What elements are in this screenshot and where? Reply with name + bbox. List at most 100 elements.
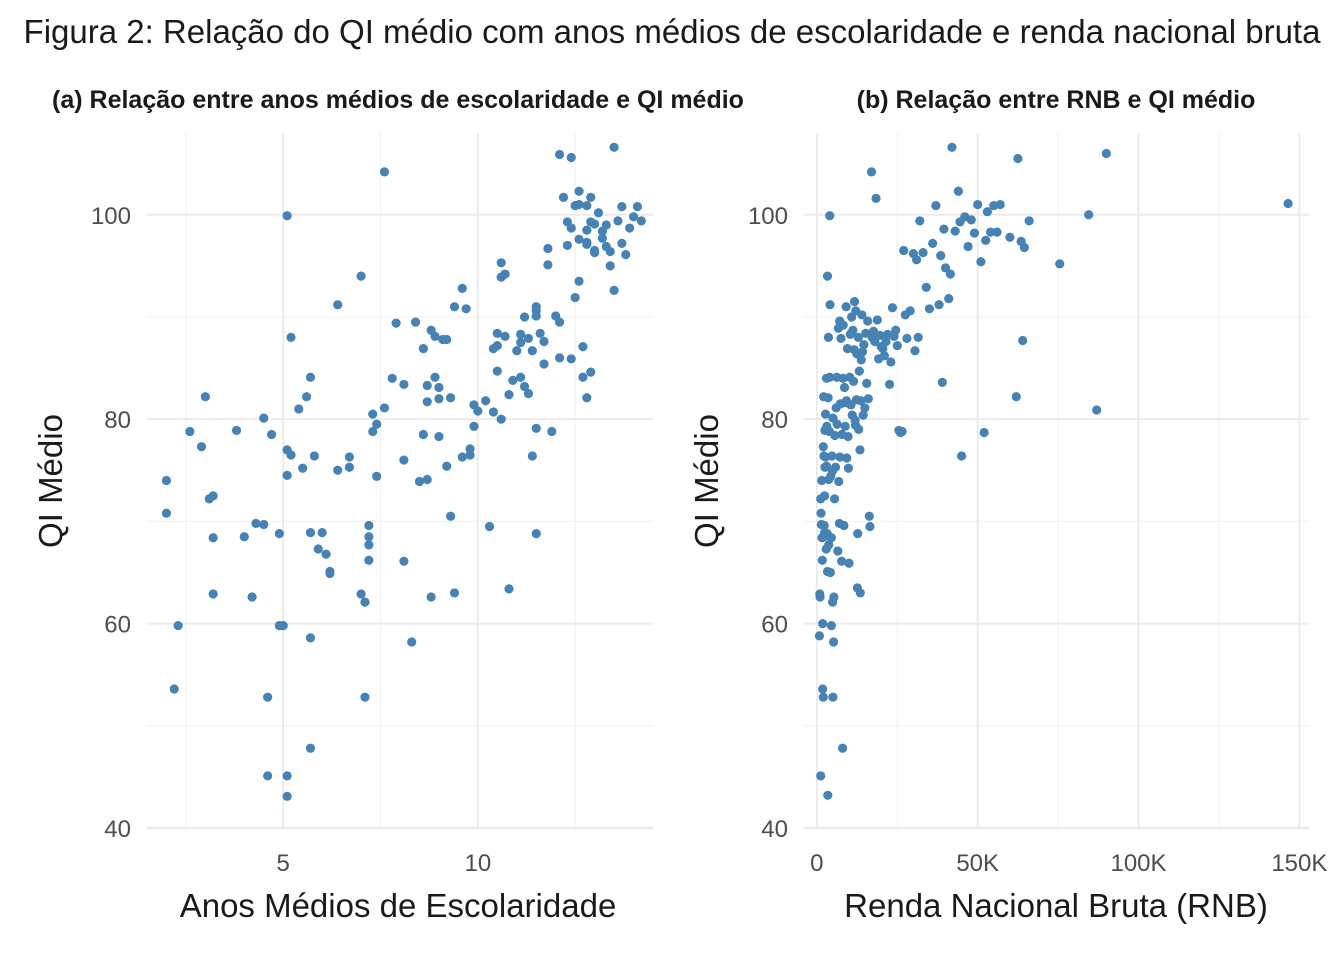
scatter-point	[500, 331, 510, 341]
scatter-point	[531, 423, 541, 433]
scatter-point	[442, 334, 452, 345]
scatter-point	[848, 325, 858, 335]
scatter-point	[887, 303, 898, 313]
scatter-point	[818, 618, 828, 629]
scatter-point	[422, 474, 432, 485]
scatter-point	[430, 372, 440, 382]
scatter-point	[905, 306, 915, 316]
panel-a-x-ticks: 5 10	[277, 850, 492, 877]
scatter-point	[837, 743, 848, 753]
scatter-point	[516, 337, 526, 348]
scatter-point	[554, 317, 565, 327]
panel-a-y-ticks: 40 60 80 100	[91, 203, 131, 843]
scatter-point	[278, 621, 288, 631]
scatter-point	[1011, 392, 1021, 402]
scatter-point	[531, 302, 541, 312]
scatter-point	[617, 238, 627, 248]
panel-b-title: (b) Relação entre RNB e QI médio	[857, 86, 1256, 114]
scatter-point	[1092, 405, 1102, 415]
scatter-point	[574, 276, 584, 286]
scatter-point	[953, 186, 963, 196]
scatter-point	[863, 316, 873, 326]
scatter-point	[469, 421, 479, 431]
scatter-point	[543, 260, 553, 270]
scatter-point	[418, 344, 428, 354]
scatter-point	[833, 546, 843, 556]
scatter-point	[414, 476, 425, 487]
scatter-point	[897, 426, 907, 437]
y-tick-label: 60	[761, 612, 788, 639]
scatter-point	[892, 340, 902, 351]
scatter-point	[865, 521, 875, 532]
x-tick-label: 0	[810, 850, 823, 877]
scatter-point	[872, 315, 882, 325]
scatter-point	[282, 791, 292, 801]
scatter-point	[457, 452, 467, 462]
scatter-point	[200, 392, 210, 402]
y-tick-label: 100	[748, 203, 788, 230]
x-tick-label: 50K	[956, 850, 999, 877]
scatter-point	[504, 390, 514, 400]
scatter-point	[881, 336, 891, 347]
scatter-point	[590, 219, 600, 229]
panel-b-y-ticks: 40 60 80 100	[748, 203, 788, 843]
scatter-point	[305, 633, 316, 643]
scatter-point	[516, 372, 526, 382]
scatter-point	[239, 532, 249, 542]
scatter-point	[843, 463, 853, 473]
scatter-point	[841, 302, 851, 312]
scatter-point	[937, 377, 947, 387]
scatter-point	[816, 508, 826, 518]
scatter-point	[609, 142, 619, 152]
scatter-point	[835, 452, 845, 462]
scatter-point	[263, 692, 273, 702]
scatter-point	[185, 426, 195, 437]
x-tick-label: 150K	[1271, 850, 1327, 877]
scatter-point	[605, 246, 615, 257]
scatter-point	[822, 271, 833, 281]
scatter-point	[492, 366, 502, 376]
scatter-point	[379, 403, 390, 413]
scatter-point	[855, 588, 865, 598]
scatter-point	[531, 311, 541, 321]
scatter-point	[617, 201, 627, 212]
scatter-point	[578, 342, 588, 352]
scatter-point	[921, 282, 931, 292]
scatter-point	[344, 452, 354, 462]
scatter-point	[301, 392, 312, 402]
y-tick-label: 80	[104, 407, 131, 434]
scatter-point	[830, 430, 840, 441]
scatter-point	[305, 528, 316, 538]
scatter-point	[344, 462, 354, 472]
scatter-point	[574, 234, 584, 244]
scatter-point	[259, 519, 269, 530]
scatter-point	[992, 227, 1002, 237]
y-tick-label: 100	[91, 203, 131, 230]
scatter-point	[535, 328, 545, 338]
scatter-point	[566, 152, 576, 163]
scatter-point	[360, 692, 370, 702]
scatter-point	[399, 379, 409, 390]
scatter-point	[864, 511, 874, 521]
panel-b-grid	[804, 133, 1309, 829]
scatter-point	[843, 431, 853, 442]
scatter-point	[274, 529, 284, 539]
scatter-point	[446, 511, 456, 521]
scatter-point	[866, 167, 877, 177]
panel-b-x-axis-label: Renda Nacional Bruta (RNB)	[844, 887, 1268, 924]
scatter-point	[582, 200, 592, 211]
scatter-point	[196, 442, 207, 452]
scatter-point	[418, 429, 428, 440]
scatter-point	[434, 382, 444, 393]
scatter-point	[1005, 232, 1015, 242]
scatter-point	[1101, 148, 1111, 159]
scatter-point	[814, 631, 825, 641]
scatter-point	[547, 426, 557, 437]
scatter-point	[519, 381, 530, 392]
scatter-point	[282, 211, 292, 221]
scatter-point	[936, 251, 946, 261]
scatter-point	[504, 584, 514, 594]
scatter-point	[461, 304, 471, 314]
scatter-point	[857, 310, 867, 320]
scatter-point	[605, 261, 615, 271]
